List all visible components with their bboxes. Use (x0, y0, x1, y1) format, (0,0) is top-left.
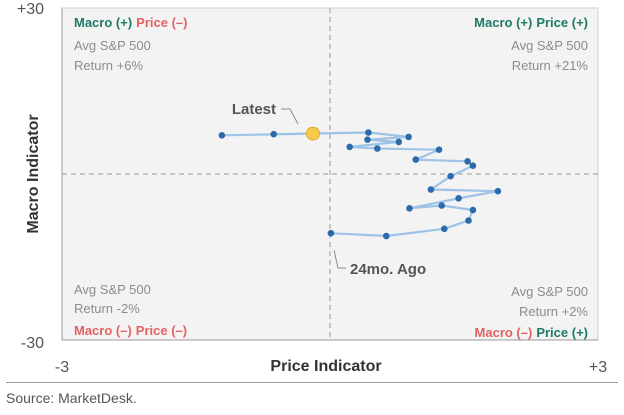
data-point (327, 229, 335, 237)
quadrant-top-left-macro: Macro (+) (74, 15, 132, 30)
data-point (465, 217, 472, 224)
data-point (464, 158, 471, 165)
data-point (270, 130, 278, 138)
data-point (494, 187, 502, 195)
data-point (469, 162, 477, 169)
oldest-leader-line (333, 249, 346, 269)
data-point (395, 138, 403, 146)
quadrant-top-left-title: Macro (+) Price (–) (74, 15, 187, 30)
data-point (441, 225, 448, 233)
quadrant-top-right-macro: Macro (+) (474, 15, 532, 30)
quadrant-bottom-left-line2: Return -2% (74, 301, 140, 316)
quadrant-bottom-right-price: Price (+) (536, 325, 588, 340)
data-point (412, 156, 420, 163)
data-point (455, 195, 462, 202)
x-tick-left: -3 (55, 359, 69, 376)
quadrant-bottom-left-line1: Avg S&P 500 (74, 282, 151, 297)
data-point (406, 205, 413, 212)
x-axis-title: Price Indicator (270, 358, 381, 375)
chart: +30 -30 -3 +3 Price Indicator Macro Indi… (17, 1, 607, 376)
latest-annotation: Latest (232, 101, 276, 118)
quadrant-top-left-line1: Avg S&P 500 (74, 38, 151, 53)
data-point (405, 133, 412, 141)
quadrant-top-left-line2: Return +6% (74, 58, 143, 73)
data-point (383, 232, 390, 240)
oldest-annotation: 24mo. Ago (350, 261, 426, 278)
data-point (346, 143, 354, 151)
quadrant-top-left-price: Price (–) (136, 15, 187, 30)
data-point (374, 145, 381, 152)
source-divider (6, 382, 618, 383)
quadrant-bottom-right-title: Macro (–) Price (+) (475, 325, 588, 340)
data-point (447, 172, 454, 180)
quadrant-bottom-right-line1: Avg S&P 500 (511, 284, 588, 299)
data-point (365, 129, 372, 136)
quadrant-top-right-line1: Avg S&P 500 (511, 38, 588, 53)
y-tick-bottom: -30 (21, 335, 44, 352)
quadrant-bottom-right-macro: Macro (–) (475, 325, 533, 340)
quadrant-bottom-left-title: Macro (–) Price (–) (74, 323, 187, 338)
quadrant-bottom-left-macro: Macro (–) (74, 323, 132, 338)
quadrant-top-right-price: Price (+) (536, 15, 588, 30)
data-point (218, 132, 226, 139)
latest-data-point (306, 126, 320, 141)
x-tick-right: +3 (589, 359, 607, 376)
quadrant-top-right-line2: Return +21% (512, 58, 589, 73)
quadrant-bottom-right-line2: Return +2% (519, 304, 588, 319)
quadrant-bottom-left-price: Price (–) (136, 323, 187, 338)
data-point (364, 136, 371, 143)
data-point (438, 202, 446, 209)
latest-leader-line (281, 108, 299, 125)
source-note: Source: MarketDesk. (6, 390, 137, 406)
chart-marks (218, 126, 502, 240)
y-tick-top: +30 (17, 1, 44, 18)
data-point (427, 186, 435, 193)
data-point (435, 146, 443, 153)
data-point (469, 206, 477, 214)
quadrant-top-right-title: Macro (+) Price (+) (474, 15, 588, 30)
y-axis-title: Macro Indicator (25, 114, 42, 233)
